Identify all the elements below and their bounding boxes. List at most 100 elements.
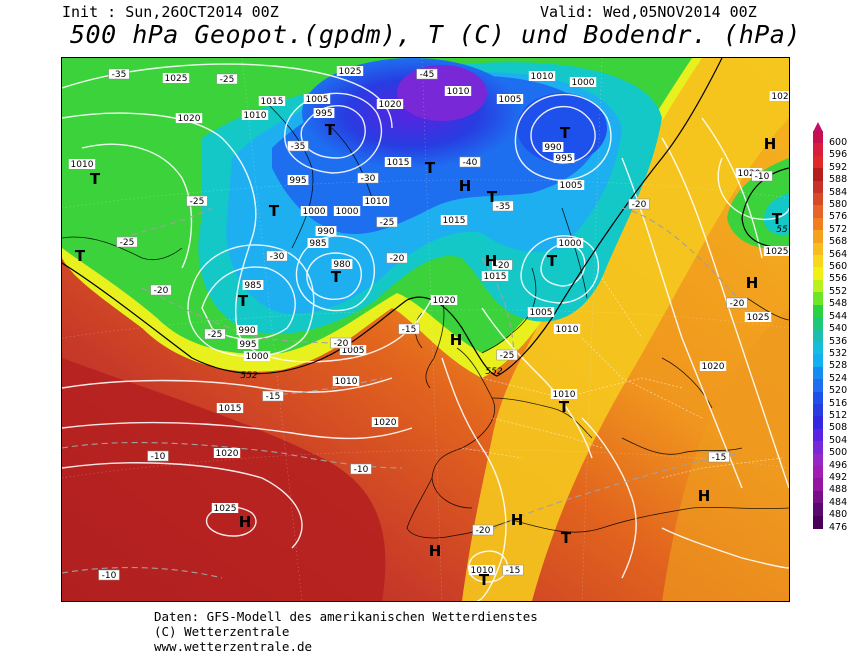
colorbar-label: 504 [829, 434, 848, 446]
isotherm-label-box [492, 200, 514, 212]
low-pressure-marker: T [331, 268, 342, 286]
colorbar-segment [813, 143, 823, 157]
colorbar-label: 580 [829, 199, 848, 211]
lat-lon-grid [62, 58, 789, 601]
colorbar-label: 592 [829, 161, 848, 173]
isotherm-label-box [262, 390, 284, 402]
colorbar-label: 548 [829, 298, 848, 310]
high-pressure-marker: H [511, 511, 524, 529]
isobar-label: 1025 [766, 247, 789, 257]
isobar-label-box [315, 226, 337, 236]
isotherm-label-box [216, 73, 238, 85]
isobar-label: 995 [555, 154, 572, 164]
isobar-label-box [542, 142, 564, 152]
isobar-label-box [332, 376, 360, 386]
isobar-label: 1000 [246, 352, 269, 362]
colorbar-segment [813, 180, 823, 194]
contour-552 [62, 58, 723, 377]
contour-label: 552 [240, 371, 257, 381]
colorbar-segment [813, 453, 823, 467]
colorbar-segment [813, 242, 823, 256]
isobar-label: 1005 [342, 346, 365, 356]
colorbar-segment [813, 193, 823, 206]
isotherm-label: -30 [361, 174, 376, 184]
colorbar-segment [813, 441, 823, 455]
isobar-label: 985 [309, 239, 326, 249]
isobar-label-box [699, 361, 727, 371]
isobar-label: 1015 [443, 216, 466, 226]
high-pressure-marker: H [485, 252, 498, 270]
colorbar-label: 476 [829, 521, 848, 533]
isotherm-label-box [502, 564, 524, 576]
isotherm-label: -10 [151, 452, 166, 462]
isobar-label-box [236, 325, 258, 335]
colorbar-label: 512 [829, 409, 848, 421]
colorbar-segment [813, 230, 823, 244]
init-time: Init : Sun,26OCT2014 00Z [62, 3, 279, 21]
isotherm-label: -15 [266, 392, 281, 402]
isobar-label-box [216, 403, 244, 413]
colorbar-segment [813, 279, 823, 293]
subtropical-ridge [62, 358, 386, 601]
colorbar-label: 552 [829, 285, 848, 297]
isotherm-label-box [98, 569, 120, 581]
isobar-label-box [430, 295, 458, 305]
contour-label: 55 [776, 225, 788, 235]
colorbar-label: 572 [829, 223, 848, 235]
isotherm-label: -15 [402, 325, 417, 335]
isotherm-label-box [357, 172, 379, 184]
colorbar-label: 524 [829, 372, 848, 384]
isobar-label-box [550, 389, 578, 399]
isotherm-label-box [751, 170, 773, 182]
colorbar-segment [813, 329, 823, 343]
isobar-label-box [371, 417, 399, 427]
isobar-label-box [556, 238, 584, 248]
isotherm-label-box [472, 524, 494, 536]
isobar-label-box [333, 206, 361, 216]
colorbar-segment [813, 267, 823, 281]
isobar-label: 1020 [374, 418, 397, 428]
isobar-label-box [481, 271, 509, 281]
isobar-label-box [362, 196, 390, 206]
chart-title: 500 hPa Geopot.(gpdm), T (C) und Bodendr… [70, 20, 801, 49]
isobar-label: 1005 [306, 95, 329, 105]
isobar-label-box [735, 168, 763, 178]
isobar-label: 1020 [178, 114, 201, 124]
isobar-label-box [68, 159, 96, 169]
isotherm-label-box [116, 236, 138, 248]
isobar-label: 980 [333, 260, 350, 270]
colorbar-segment [813, 131, 823, 144]
isobar-label-box [339, 345, 367, 355]
colorbar-segment [813, 428, 823, 442]
isobar-label: 1020 [738, 169, 761, 179]
isobar-label: 1025 [747, 313, 770, 323]
isobar-label-box [300, 206, 328, 216]
low-pressure-marker: T [487, 188, 498, 206]
isotherm-label: -15 [506, 566, 521, 576]
isotherm-label: -10 [354, 465, 369, 475]
isotherm-label-box [147, 450, 169, 462]
high-pressure-marker: H [450, 331, 463, 349]
isobar-label: 1025 [214, 504, 237, 514]
colorbar-segment [813, 155, 823, 169]
colorbar-label: 484 [829, 496, 848, 508]
yellow-band [462, 58, 789, 601]
isobar-label-box [769, 91, 789, 101]
colorbar-label: 596 [829, 149, 848, 161]
isobar-label-box [243, 351, 271, 361]
isobar-label: 1020 [379, 100, 402, 110]
isotherm-label-box [708, 451, 730, 463]
colorbar-label: 500 [829, 447, 848, 459]
isotherm-label: -20 [334, 339, 349, 349]
isotherm-label: -25 [190, 197, 205, 207]
low-pressure-marker: T [560, 124, 571, 142]
isotherms [62, 207, 743, 579]
east-cold-tongue-cyan [763, 193, 789, 235]
isobar-label: 1020 [216, 449, 239, 459]
high-pressure-marker: H [764, 135, 777, 153]
isotherm-label-box [628, 198, 650, 210]
isobar-label-box [175, 113, 203, 123]
isotherm-label: -20 [730, 299, 745, 309]
colorbar-label: 584 [829, 186, 848, 198]
footer-url[interactable]: www.wetterzentrale.de [154, 639, 313, 654]
